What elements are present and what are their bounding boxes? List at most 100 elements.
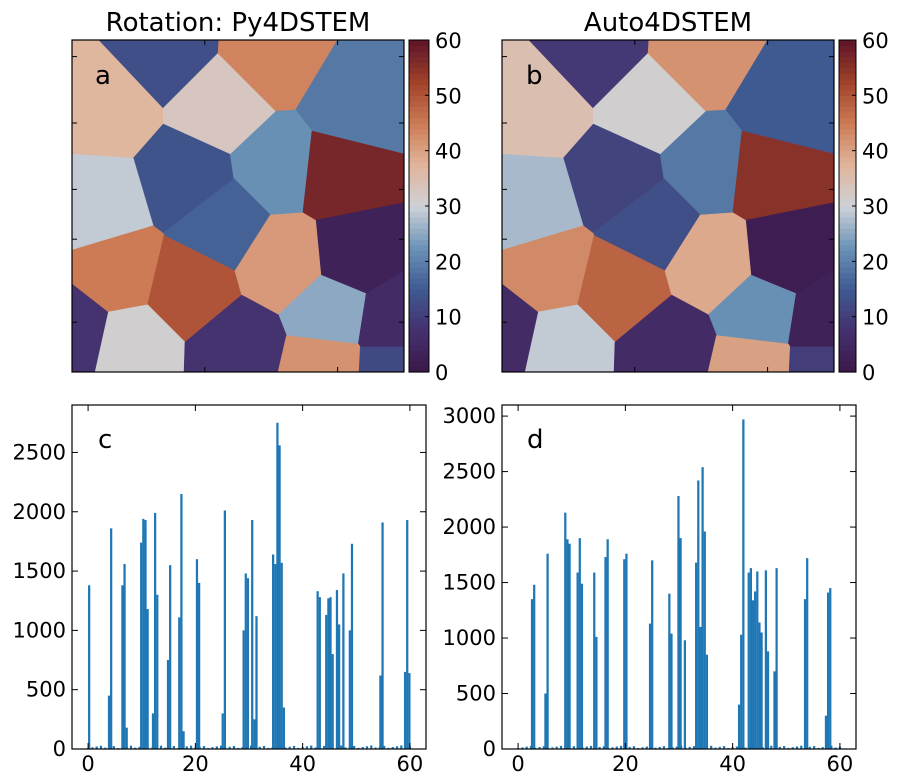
colorbar-segment xyxy=(409,333,429,340)
histogram-bar xyxy=(530,599,534,749)
histogram-bar xyxy=(395,746,399,749)
histogram-bar xyxy=(202,746,206,749)
histogram-bar xyxy=(585,746,588,749)
colorbar-segment xyxy=(839,150,856,157)
panel-b-title: Auto4DSTEM xyxy=(584,8,752,38)
histogram-bar xyxy=(215,746,218,749)
histogram-bar xyxy=(705,746,709,749)
colorbar-segment xyxy=(409,89,429,96)
histogram-d: 0 20 40 60 0 500 1000 1500 2000 2500 3000 xyxy=(443,404,857,776)
colorbar-segment xyxy=(839,366,856,373)
y-tick-label: 500 xyxy=(456,682,496,706)
colorbar-segment xyxy=(839,51,856,58)
histogram-bar xyxy=(641,747,644,749)
colorbar-segment xyxy=(409,305,429,312)
histogram-bar xyxy=(628,746,631,749)
histogram-bar xyxy=(803,599,807,749)
histogram-bar xyxy=(180,493,183,749)
colorbar-segment xyxy=(409,194,429,202)
y-tick-label: 1500 xyxy=(443,571,496,595)
histogram-bar xyxy=(310,745,313,749)
histogram-bar xyxy=(172,746,176,749)
colorbar-tick-label: 50 xyxy=(435,84,462,108)
colorbar-segment xyxy=(409,128,429,135)
histogram-bar xyxy=(594,747,597,749)
colorbar-segment xyxy=(839,167,856,174)
histogram-bar xyxy=(740,745,743,749)
histogram-bar xyxy=(250,745,253,749)
colorbar-tick-label: 20 xyxy=(862,250,889,274)
colorbar-segment xyxy=(409,294,429,301)
histogram-bar xyxy=(593,572,596,749)
histogram-bar xyxy=(701,747,704,749)
colorbar-segment xyxy=(409,311,429,318)
histogram-bar xyxy=(262,745,266,749)
map-b-ticks xyxy=(502,40,834,372)
x-tick-label: 40 xyxy=(289,752,316,776)
histogram-bar xyxy=(632,746,636,749)
histogram-bar xyxy=(280,562,283,749)
colorbar-segment xyxy=(839,233,856,240)
histogram-bar xyxy=(221,713,224,749)
histogram-bar xyxy=(697,480,700,749)
histogram-bar xyxy=(182,731,185,749)
panel-b: Auto4DSTEM b 0 10 20 30 40 50 60 xyxy=(501,8,889,385)
colorbar-segment xyxy=(409,134,429,141)
colorbar-segment xyxy=(839,145,856,152)
histogram-bar xyxy=(744,747,747,749)
map-a-ticks xyxy=(72,40,404,372)
histogram-bar xyxy=(544,693,547,749)
y-tick-label: 1000 xyxy=(13,618,66,642)
colorbar-segment xyxy=(409,277,429,285)
histogram-bar xyxy=(108,746,111,749)
y-tick-label: 3000 xyxy=(443,404,496,428)
histogram-bar xyxy=(378,746,381,749)
histogram-bar xyxy=(551,747,554,749)
histogram-bar xyxy=(242,630,245,749)
histogram-bar xyxy=(337,624,341,749)
histogram-bar xyxy=(121,747,124,749)
histogram-bar xyxy=(251,520,254,749)
colorbar-segment xyxy=(839,327,856,334)
y-tick-label: 2500 xyxy=(443,460,496,484)
histogram-bar xyxy=(564,512,567,749)
histogram-bar xyxy=(760,632,763,749)
histogram-bar xyxy=(185,746,188,749)
colorbar-segment xyxy=(839,244,856,251)
histogram-bar xyxy=(679,538,682,749)
colorbar-segment xyxy=(409,123,429,130)
panel-c: 0 20 40 60 0 500 1000 1500 2000 2500 c xyxy=(13,404,427,776)
colorbar-segment xyxy=(409,366,429,373)
colorbar-segment xyxy=(409,283,429,290)
histogram-bar xyxy=(138,746,141,749)
histogram-bar xyxy=(559,745,563,749)
histogram-bar xyxy=(703,531,706,749)
histogram-bar xyxy=(197,582,201,749)
histogram-bar xyxy=(680,745,683,749)
histogram-bar xyxy=(374,747,377,749)
histogram-bar xyxy=(602,746,606,749)
colorbar-segment xyxy=(409,100,429,107)
colorbar-segment xyxy=(409,139,429,146)
colorbar-b: 0 10 20 30 40 50 60 xyxy=(838,29,889,385)
histogram-bar xyxy=(773,671,776,749)
colorbar-segment xyxy=(839,134,856,141)
colorbar-segment xyxy=(409,349,429,356)
histogram-bar xyxy=(327,598,330,749)
colorbar-segment xyxy=(839,305,856,312)
histogram-bar xyxy=(365,746,369,749)
histogram-bar xyxy=(134,747,137,749)
histogram-bar xyxy=(615,746,618,749)
colorbar-segment xyxy=(409,266,429,273)
y-tick-label: 0 xyxy=(53,737,66,761)
histogram-bar xyxy=(255,616,258,749)
colorbar-segment xyxy=(409,67,429,74)
y-tick-label: 2500 xyxy=(13,440,66,464)
panel-d: 0 20 40 60 0 500 1000 1500 2000 2500 3000 d xyxy=(443,404,857,776)
histogram-c: 0 20 40 60 0 500 1000 1500 2000 2500 xyxy=(13,404,427,776)
histogram-bar xyxy=(668,593,671,749)
grain xyxy=(72,283,109,372)
histogram-bar xyxy=(710,745,713,749)
histogram-bar xyxy=(684,747,687,749)
colorbar-segment xyxy=(839,250,856,257)
